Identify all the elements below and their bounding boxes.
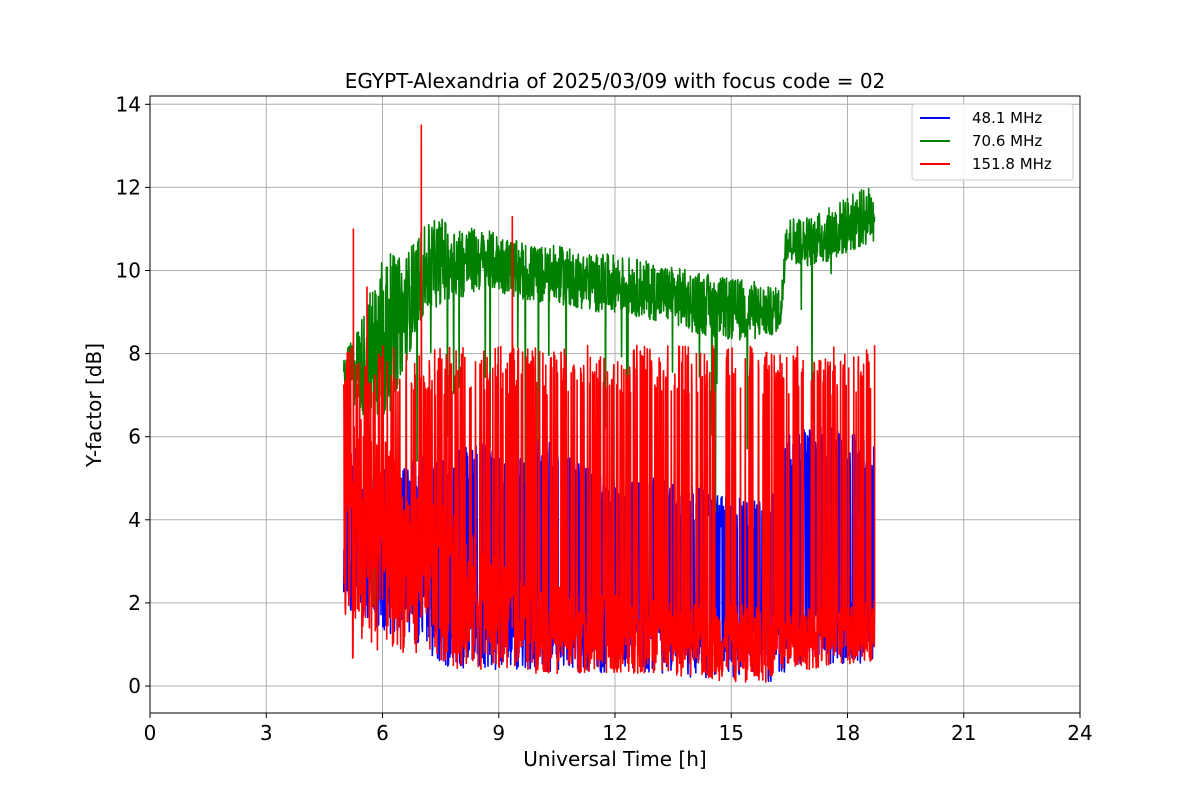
x-tick-label: 15	[719, 721, 744, 745]
chart-title: EGYPT-Alexandria of 2025/03/09 with focu…	[345, 69, 886, 93]
x-tick-label: 18	[835, 721, 860, 745]
legend-box	[911, 103, 1074, 181]
y-tick-label: 14	[116, 92, 141, 116]
x-tick-label: 6	[376, 721, 389, 745]
legend-label: 151.8 MHz	[972, 155, 1052, 173]
x-tick-label: 24	[1067, 721, 1092, 745]
y-tick-label: 0	[128, 674, 141, 698]
series-layer	[343, 124, 876, 683]
y-axis-label: Y-factor [dB]	[82, 343, 106, 468]
y-tick-label: 10	[116, 259, 141, 283]
x-tick-label: 0	[144, 721, 157, 745]
x-tick-label: 9	[492, 721, 505, 745]
x-tick-label: 12	[602, 721, 627, 745]
x-tick-label: 21	[951, 721, 976, 745]
legend: 48.1 MHz 70.6 MHz 151.8 MHz	[911, 103, 1074, 181]
y-tick-label: 6	[128, 425, 141, 449]
x-tick-label: 3	[260, 721, 273, 745]
series-line-70-6-mhz	[343, 187, 876, 606]
legend-label: 48.1 MHz	[972, 109, 1042, 127]
x-axis-label: Universal Time [h]	[523, 747, 706, 771]
y-tick-label: 12	[116, 175, 141, 199]
series-line-151-8-mhz	[343, 124, 876, 683]
y-tick-label: 2	[128, 591, 141, 615]
y-tick-label: 8	[128, 342, 141, 366]
y-tick-label: 4	[128, 508, 141, 532]
legend-label: 70.6 MHz	[972, 132, 1042, 150]
